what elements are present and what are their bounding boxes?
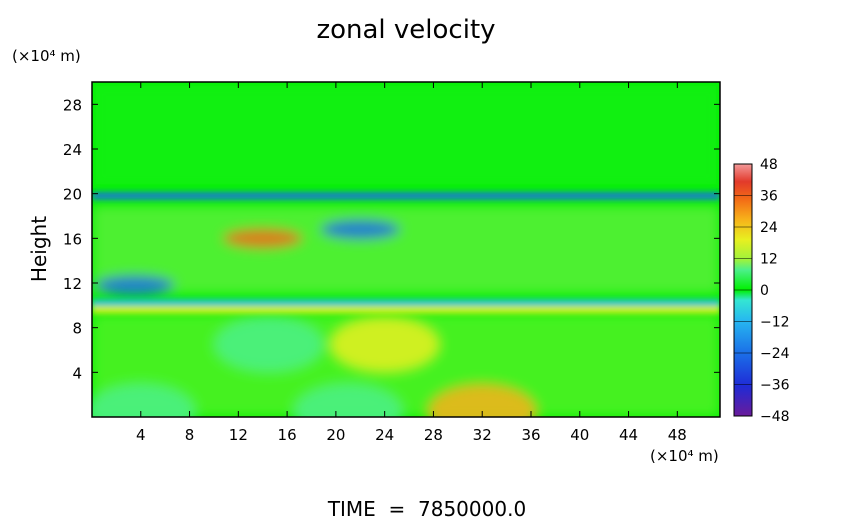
x-axis: 4 8 12 16 20 24 28 32 36 40 44 48 — [136, 82, 687, 444]
time-footer: TIME = 7850000.0 — [327, 497, 526, 519]
y-tick-label: 16 — [63, 230, 82, 248]
y-axis-label: Height — [27, 216, 51, 282]
velocity-feature — [222, 228, 303, 249]
velocity-feature — [293, 383, 404, 417]
x-tick-label: 16 — [278, 426, 297, 444]
y-tick-label: 28 — [63, 96, 82, 114]
colorbar-tick-label: 36 — [760, 189, 778, 205]
colorbar-tick-label: 12 — [760, 252, 778, 268]
x-tick-label: 20 — [326, 426, 345, 444]
colorbar-tick-label: 48 — [760, 157, 778, 173]
y-tick-label: 12 — [63, 275, 82, 293]
upper-field-zone — [92, 82, 720, 189]
velocity-band — [92, 299, 720, 308]
heatmap-plot — [92, 82, 720, 417]
y-tick-label: 4 — [72, 364, 82, 382]
colorbar-tick-label: 24 — [760, 220, 778, 236]
x-tick-label: 44 — [619, 426, 638, 444]
y-unit-label: (×10⁴ m) — [12, 47, 81, 65]
colorbar-tick-label: 0 — [760, 283, 769, 299]
colorbar-tick-label: −48 — [760, 409, 790, 425]
colorbar: 48 36 24 12 0 −12 −24 −36 −48 — [733, 157, 790, 425]
mid-field-zone — [92, 204, 720, 295]
y-axis: 4 8 12 16 20 24 28 — [63, 96, 720, 382]
x-tick-label: 28 — [424, 426, 443, 444]
plot-frame — [91, 81, 721, 418]
x-tick-label: 36 — [521, 426, 540, 444]
x-tick-label: 32 — [473, 426, 492, 444]
velocity-feature — [320, 219, 401, 240]
x-tick-label: 8 — [185, 426, 195, 444]
x-tick-label: 40 — [570, 426, 589, 444]
velocity-band — [92, 305, 720, 314]
velocity-feature — [92, 383, 196, 417]
x-tick-label: 24 — [375, 426, 394, 444]
velocity-feature — [213, 316, 324, 373]
velocity-feature — [427, 383, 538, 417]
x-tick-label: 48 — [668, 426, 687, 444]
x-unit-label: (×10⁴ m) — [650, 447, 719, 465]
y-tick-label: 24 — [63, 141, 82, 159]
velocity-feature — [329, 316, 440, 373]
x-tick-label: 12 — [229, 426, 248, 444]
chart-title: zonal velocity — [316, 15, 495, 45]
velocity-feature — [94, 275, 175, 296]
x-tick-label: 4 — [136, 426, 146, 444]
colorbar-tick-label: −24 — [760, 346, 790, 362]
colorbar-tick-label: −12 — [760, 315, 790, 331]
y-tick-label: 8 — [72, 320, 82, 338]
velocity-band — [92, 191, 720, 200]
y-tick-label: 20 — [63, 186, 82, 204]
colorbar-tick-label: −36 — [760, 378, 790, 394]
